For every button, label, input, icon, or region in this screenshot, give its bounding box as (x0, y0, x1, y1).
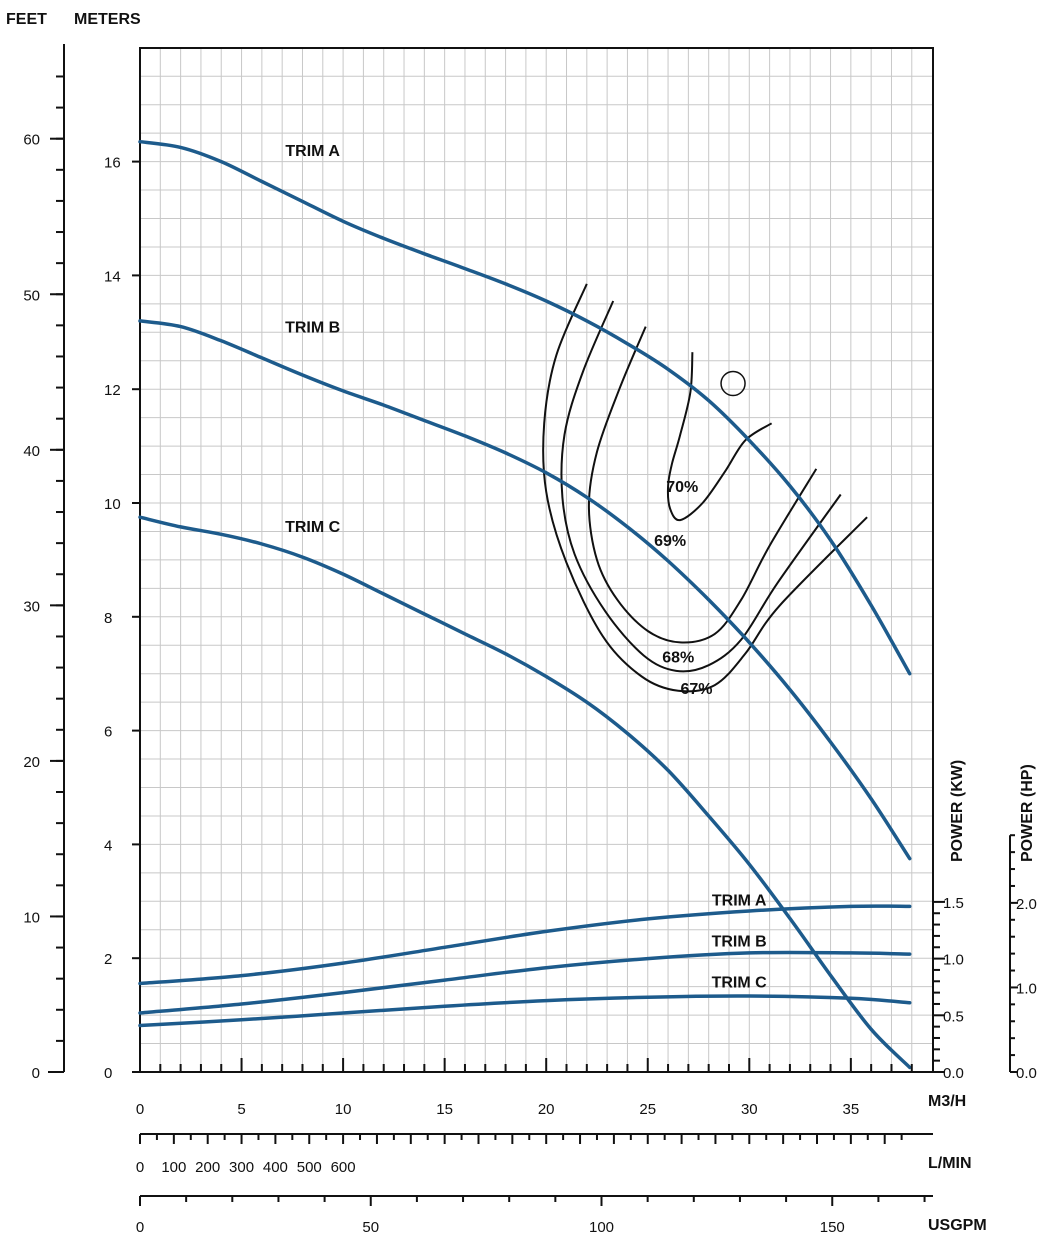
lmin-tick-label: 0 (136, 1159, 144, 1176)
kw-tick-label: 1.0 (943, 952, 964, 969)
power-kw-unit-label: POWER (KW) (949, 760, 966, 862)
head-curve (138, 319, 912, 861)
meter-tick-label: 6 (104, 724, 112, 741)
usgpm-unit-label: USGPM (928, 1217, 987, 1234)
meter-tick-label: 0 (104, 1065, 112, 1082)
hp-tick-label: 0.0 (1016, 1065, 1037, 1082)
feet-tick-label: 10 (23, 909, 40, 926)
efficiency-contour (542, 283, 868, 693)
feet-tick-label: 0 (32, 1065, 40, 1082)
power-curve (138, 904, 912, 986)
meter-tick-label: 14 (104, 268, 121, 285)
head-curve-label: TRIM B (285, 320, 340, 337)
head-curve-label: TRIM C (285, 519, 341, 536)
m3h-tick-label: 15 (436, 1101, 453, 1118)
feet-tick-label: 20 (23, 754, 40, 771)
meters-unit-label: METERS (74, 11, 141, 28)
feet-tick-label: 60 (23, 132, 40, 149)
feet-tick-label: 30 (23, 598, 40, 615)
usgpm-tick-label: 0 (136, 1219, 144, 1236)
lmin-unit-label: L/MIN (928, 1155, 972, 1172)
m3h-unit-label: M3/H (928, 1093, 966, 1110)
kw-tick-label: 1.5 (943, 895, 964, 912)
feet-unit-label: FEET (6, 11, 47, 28)
meter-tick-label: 8 (104, 610, 112, 627)
m3h-tick-label: 20 (538, 1101, 555, 1118)
feet-tick-label: 50 (23, 287, 40, 304)
usgpm-tick-label: 100 (589, 1219, 614, 1236)
plot-grid (140, 47, 933, 1072)
head-curve-label: TRIM A (285, 143, 340, 160)
plot-frame (139, 47, 934, 1073)
power-curve (138, 950, 912, 1015)
lmin-tick-label: 500 (297, 1159, 322, 1176)
power-curve (138, 994, 912, 1028)
meter-tick-label: 16 (104, 155, 121, 172)
m3h-tick-label: 5 (237, 1101, 245, 1118)
m3h-tick-label: 25 (639, 1101, 656, 1118)
power-curve-label: TRIM A (712, 893, 767, 910)
efficiency-label: 68% (662, 650, 694, 667)
lmin-tick-label: 600 (331, 1159, 356, 1176)
performance-curves (138, 139, 912, 1070)
plot-border (139, 47, 934, 1073)
efficiency-label: 69% (654, 533, 686, 550)
meter-tick-label: 2 (104, 951, 112, 968)
hp-tick-label: 2.0 (1016, 896, 1037, 913)
lmin-tick-label: 100 (161, 1159, 186, 1176)
best-efficiency-point-marker (720, 370, 746, 397)
usgpm-tick-label: 150 (820, 1219, 845, 1236)
hp-tick-label: 1.0 (1016, 980, 1037, 997)
kw-tick-label: 0.0 (943, 1065, 964, 1082)
meter-tick-label: 10 (104, 496, 121, 513)
power-hp-unit-label: POWER (HP) (1019, 764, 1036, 862)
head-curve (138, 139, 912, 676)
m3h-tick-label: 0 (136, 1101, 144, 1118)
efficiency-label: 70% (666, 479, 698, 496)
efficiency-contours (542, 283, 868, 693)
lmin-tick-label: 400 (263, 1159, 288, 1176)
curve-labels: 70% 69% 68% 67% TRIM A TRIM B TRIM C TRIM A TRIM… (285, 143, 767, 991)
m3h-tick-label: 30 (741, 1101, 758, 1118)
kw-tick-label: 0.5 (943, 1008, 964, 1025)
usgpm-tick-label: 50 (362, 1219, 379, 1236)
power-curve-label: TRIM C (712, 974, 768, 991)
power-curve-label: TRIM B (712, 933, 767, 950)
head-curve (138, 515, 912, 1070)
efficiency-contour (666, 352, 773, 522)
meter-tick-label: 12 (104, 382, 121, 399)
lmin-tick-label: 200 (195, 1159, 220, 1176)
efficiency-contour (587, 326, 818, 644)
m3h-tick-label: 35 (843, 1101, 860, 1118)
lmin-tick-label: 300 (229, 1159, 254, 1176)
meter-tick-label: 4 (104, 837, 112, 854)
feet-tick-label: 40 (23, 443, 40, 460)
efficiency-label: 67% (680, 681, 712, 698)
unit-labels: FEET METERS M3/H L/MIN USGPM POWER (KW) … (6, 11, 1036, 1234)
efficiency-contour (560, 300, 842, 673)
m3h-tick-label: 10 (335, 1101, 352, 1118)
